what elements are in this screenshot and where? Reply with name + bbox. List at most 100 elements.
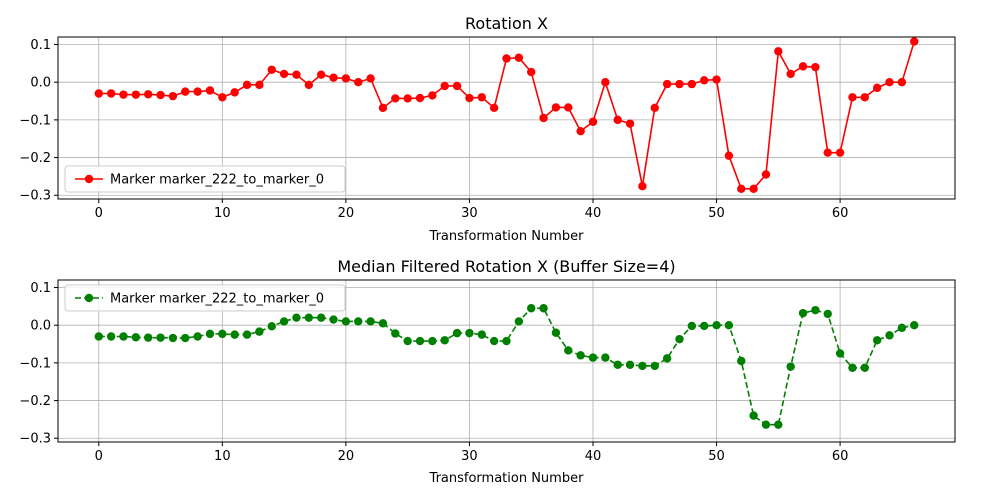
data-point — [823, 148, 832, 157]
data-point — [106, 89, 116, 98]
data-point — [465, 328, 474, 338]
data-point — [848, 93, 857, 102]
y-tick-label: 0.0 — [30, 76, 51, 91]
data-point — [205, 86, 215, 95]
chart-panel-1: Rotation X 0 10 20 30 40 50 60 −0.3 −0.2 −0.1 0.0 0.… — [19, 14, 956, 244]
data-point — [391, 329, 400, 338]
data-point — [662, 79, 672, 89]
data-point — [724, 321, 734, 330]
data-point — [489, 103, 499, 113]
x-tick-label: 40 — [585, 206, 602, 221]
data-point — [885, 78, 894, 87]
x-axis-label: Transformation Number — [429, 471, 585, 486]
data-point — [292, 70, 301, 79]
x-tick-label: 30 — [461, 206, 478, 221]
y-tick-label: −0.2 — [19, 394, 51, 409]
data-point — [872, 336, 882, 345]
data-point — [366, 74, 375, 83]
data-point — [106, 332, 116, 341]
data-point — [749, 411, 758, 420]
data-point — [712, 75, 721, 84]
x-axis-label: Transformation Number — [429, 229, 585, 244]
data-point — [687, 321, 697, 331]
data-point — [675, 334, 684, 344]
data-point — [502, 336, 511, 346]
data-point — [378, 103, 388, 113]
data-point — [699, 321, 709, 331]
data-point — [255, 80, 264, 90]
data-point — [724, 151, 734, 160]
data-point — [230, 330, 239, 339]
data-point — [823, 309, 832, 319]
legend-box — [64, 284, 346, 312]
data-point — [576, 351, 585, 360]
data-point — [798, 308, 808, 318]
plot-frame — [57, 36, 956, 200]
data-point — [242, 80, 252, 90]
data-point — [255, 327, 264, 336]
y-tick-label: −0.3 — [19, 432, 51, 447]
data-point — [699, 76, 709, 85]
data-point — [94, 89, 103, 98]
data-point — [94, 332, 103, 341]
data-point — [539, 304, 548, 313]
legend: Marker marker_222_to_marker_0 — [64, 165, 346, 193]
data-point — [329, 315, 338, 324]
data-point — [687, 79, 697, 89]
data-point — [415, 336, 425, 346]
data-point — [267, 322, 276, 331]
data-point — [811, 62, 820, 72]
legend-marker-swatch — [84, 174, 94, 184]
data-point — [119, 90, 128, 99]
data-point — [329, 73, 338, 82]
data-point — [193, 87, 202, 96]
data-point — [391, 94, 400, 103]
data-point — [848, 363, 857, 372]
data-point — [650, 361, 659, 371]
y-tick-label: 0.1 — [30, 38, 51, 53]
data-point — [341, 74, 351, 83]
data-point — [230, 88, 239, 97]
data-point — [168, 333, 178, 343]
x-tick-label: 20 — [338, 206, 355, 221]
data-point — [514, 317, 524, 326]
data-point — [428, 91, 437, 100]
data-point — [452, 81, 462, 91]
data-point — [168, 91, 178, 101]
x-tick-label: 10 — [214, 449, 231, 464]
data-point — [737, 184, 746, 194]
x-tick-label: 60 — [832, 449, 849, 464]
data-point — [304, 313, 314, 322]
data-point — [860, 93, 870, 102]
data-point — [811, 305, 820, 315]
data-point — [885, 331, 894, 340]
x-tick-label: 0 — [95, 449, 103, 464]
data-point — [440, 336, 449, 345]
data-point — [662, 354, 672, 363]
data-point — [761, 420, 771, 429]
data-point — [502, 54, 511, 63]
y-tick-label: −0.1 — [19, 113, 51, 128]
data-point — [440, 81, 449, 91]
data-point — [527, 67, 536, 77]
data-point — [588, 353, 598, 362]
data-point — [316, 313, 326, 322]
data-point — [897, 78, 907, 87]
data-point — [774, 420, 783, 429]
y-tick-label: −0.2 — [19, 151, 51, 166]
y-tick-label: −0.1 — [19, 356, 51, 371]
data-point — [897, 323, 907, 333]
data-point — [749, 184, 758, 194]
x-tick-label: 20 — [338, 449, 355, 464]
data-point — [601, 78, 610, 87]
data-point — [366, 317, 375, 326]
data-point — [638, 181, 647, 191]
data-point — [798, 62, 808, 71]
data-point — [181, 333, 190, 343]
data-point — [514, 53, 524, 62]
data-point — [131, 333, 141, 342]
data-point — [601, 353, 610, 362]
data-point — [316, 70, 326, 79]
data-point — [428, 336, 437, 346]
